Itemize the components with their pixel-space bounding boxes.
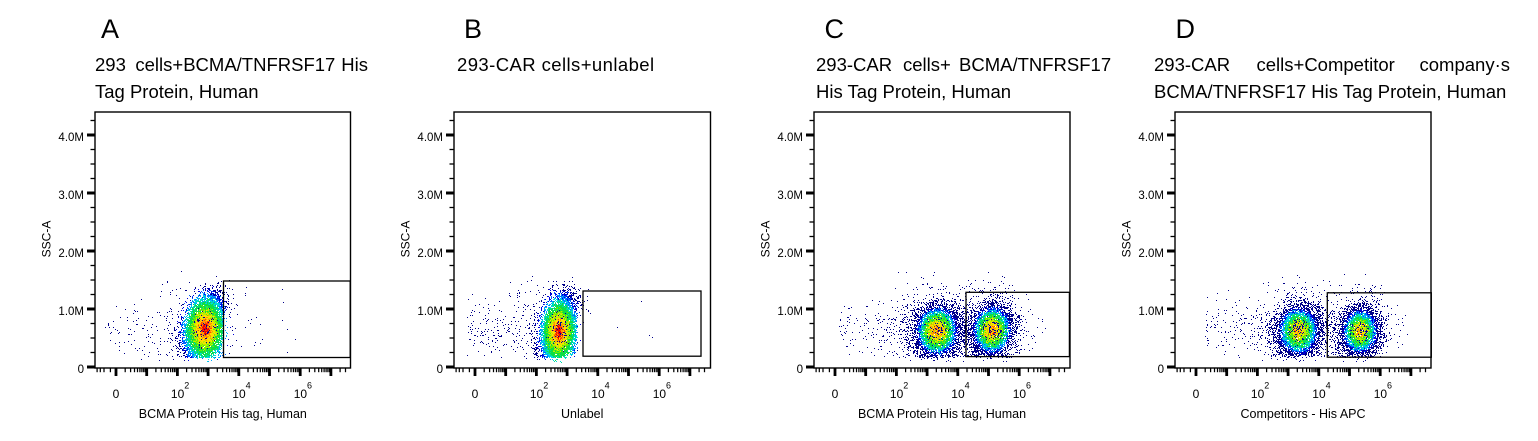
svg-text:0: 0 <box>437 364 443 376</box>
svg-text:SSC-A: SSC-A <box>40 221 54 258</box>
svg-text:4.0M: 4.0M <box>58 132 84 144</box>
svg-text:4.0M: 4.0M <box>417 132 443 144</box>
svg-text:0: 0 <box>113 387 120 401</box>
svg-text:1.0M: 1.0M <box>417 306 443 318</box>
svg-text:102: 102 <box>171 381 189 402</box>
svg-text:106: 106 <box>1374 381 1392 402</box>
svg-text:1.0M: 1.0M <box>777 306 803 318</box>
svg-text:3.0M: 3.0M <box>1138 190 1164 202</box>
svg-text:2.0M: 2.0M <box>777 248 803 260</box>
svg-text:4.0M: 4.0M <box>777 132 803 144</box>
svg-text:0: 0 <box>797 364 803 376</box>
svg-text:SSC-A: SSC-A <box>399 221 413 258</box>
svg-text:2.0M: 2.0M <box>58 248 84 260</box>
svg-text:3.0M: 3.0M <box>417 190 443 202</box>
svg-text:0: 0 <box>78 364 84 376</box>
svg-text:1.0M: 1.0M <box>58 306 84 318</box>
svg-text:2.0M: 2.0M <box>417 248 443 260</box>
svg-text:1.0M: 1.0M <box>1138 306 1164 318</box>
svg-text:SSC-A: SSC-A <box>1120 221 1134 258</box>
svg-text:SSC-A: SSC-A <box>759 221 773 258</box>
svg-text:0: 0 <box>1193 387 1200 401</box>
svg-text:104: 104 <box>232 381 250 402</box>
svg-text:102: 102 <box>890 381 908 402</box>
svg-text:0: 0 <box>472 387 479 401</box>
svg-text:3.0M: 3.0M <box>777 190 803 202</box>
svg-text:BCMA Protein His tag, Human: BCMA Protein His tag, Human <box>858 407 1026 421</box>
svg-text:0: 0 <box>832 387 839 401</box>
svg-text:104: 104 <box>591 381 609 402</box>
svg-text:102: 102 <box>1251 381 1269 402</box>
svg-text:106: 106 <box>294 381 312 402</box>
svg-text:3.0M: 3.0M <box>58 190 84 202</box>
svg-text:104: 104 <box>1312 381 1330 402</box>
svg-text:102: 102 <box>530 381 548 402</box>
svg-text:104: 104 <box>951 381 969 402</box>
svg-text:106: 106 <box>1013 381 1031 402</box>
svg-text:4.0M: 4.0M <box>1138 132 1164 144</box>
svg-text:106: 106 <box>653 381 671 402</box>
svg-text:Unlabel: Unlabel <box>561 407 603 421</box>
svg-text:0: 0 <box>1158 364 1164 376</box>
svg-text:Competitors - His APC: Competitors - His APC <box>1240 407 1365 421</box>
svg-text:2.0M: 2.0M <box>1138 248 1164 260</box>
svg-text:BCMA Protein His tag, Human: BCMA Protein His tag, Human <box>139 407 307 421</box>
